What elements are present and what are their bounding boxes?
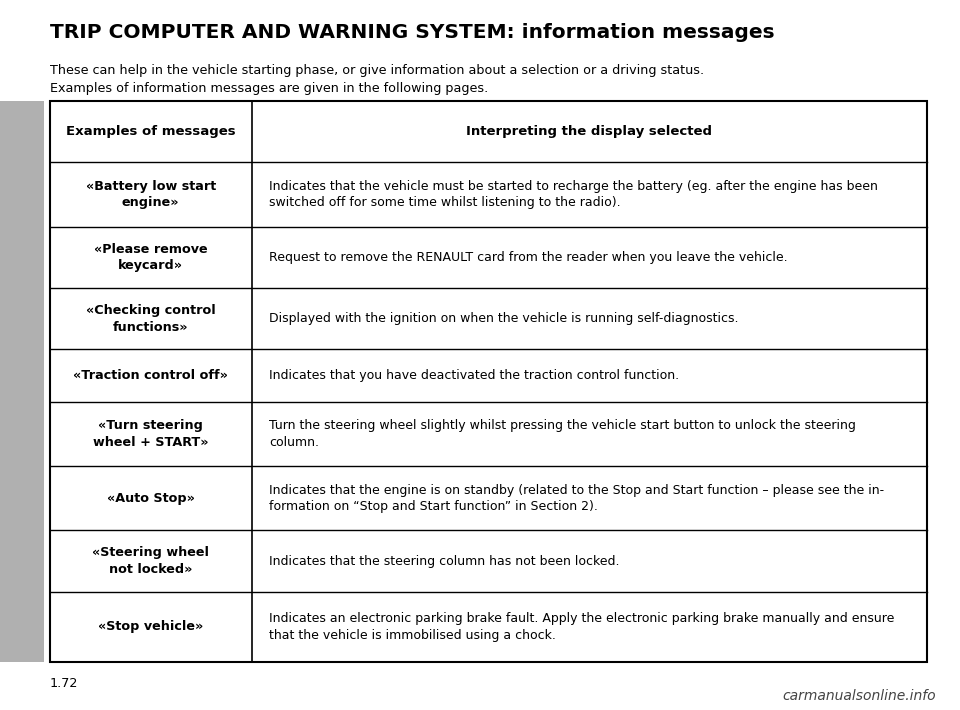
- Text: TRIP COMPUTER AND WARNING SYSTEM: information messages: TRIP COMPUTER AND WARNING SYSTEM: inform…: [50, 23, 775, 42]
- Text: «Traction control off»: «Traction control off»: [73, 369, 228, 382]
- Bar: [50, 101, 927, 662]
- Text: Displayed with the ignition on when the vehicle is running self-diagnostics.: Displayed with the ignition on when the …: [269, 312, 738, 325]
- Text: «Turn steering
wheel + START»: «Turn steering wheel + START»: [93, 420, 208, 449]
- Text: carmanualsonline.info: carmanualsonline.info: [782, 689, 936, 703]
- Text: «Stop vehicle»: «Stop vehicle»: [98, 621, 204, 633]
- Text: «Battery low start
engine»: «Battery low start engine»: [85, 180, 216, 209]
- Text: Indicates that the engine is on standby (related to the Stop and Start function : Indicates that the engine is on standby …: [269, 484, 884, 513]
- Text: Indicates that the steering column has not been locked.: Indicates that the steering column has n…: [269, 555, 619, 567]
- Text: «Please remove
keycard»: «Please remove keycard»: [94, 243, 207, 272]
- Text: Turn the steering wheel slightly whilst pressing the vehicle start button to unl: Turn the steering wheel slightly whilst …: [269, 420, 855, 449]
- Text: «Auto Stop»: «Auto Stop»: [107, 492, 195, 505]
- Text: Examples of messages: Examples of messages: [66, 125, 235, 138]
- Text: Interpreting the display selected: Interpreting the display selected: [467, 125, 712, 138]
- Text: Indicates that the vehicle must be started to recharge the battery (eg. after th: Indicates that the vehicle must be start…: [269, 180, 877, 209]
- Text: «Checking control
functions»: «Checking control functions»: [85, 304, 216, 334]
- Text: Request to remove the RENAULT card from the reader when you leave the vehicle.: Request to remove the RENAULT card from …: [269, 251, 787, 264]
- Text: These can help in the vehicle starting phase, or give information about a select: These can help in the vehicle starting p…: [50, 64, 704, 95]
- Text: Indicates an electronic parking brake fault. Apply the electronic parking brake : Indicates an electronic parking brake fa…: [269, 612, 894, 642]
- Text: 1.72: 1.72: [50, 677, 79, 690]
- Bar: [0, 101, 44, 662]
- Text: Indicates that you have deactivated the traction control function.: Indicates that you have deactivated the …: [269, 369, 679, 382]
- Text: «Steering wheel
not locked»: «Steering wheel not locked»: [92, 547, 209, 576]
